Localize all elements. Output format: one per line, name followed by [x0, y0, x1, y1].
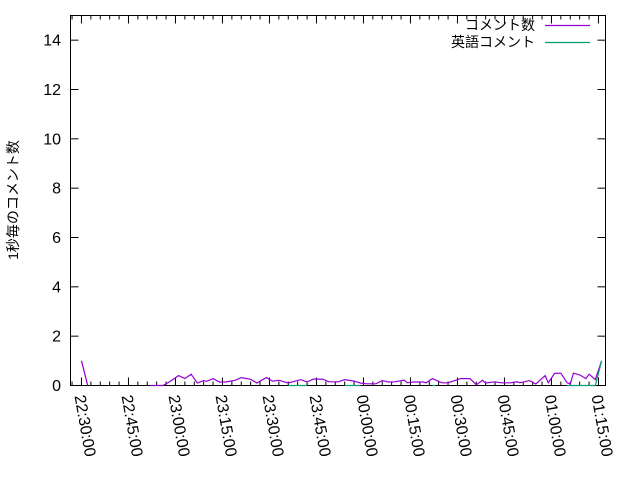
y-axis: 0 2 4 6 8 10 12 14 — [43, 33, 606, 395]
y-tick-label: 2 — [52, 329, 61, 346]
legend-label-1: 英語コメント — [451, 34, 535, 50]
x-tick-label: 23:00:00 — [165, 394, 193, 458]
y-tick-label: 10 — [43, 131, 61, 148]
x-tick-label: 00:15:00 — [400, 394, 428, 458]
x-tick-label: 00:30:00 — [447, 394, 475, 458]
legend: コメント数 英語コメント — [451, 17, 590, 50]
y-tick-label: 14 — [43, 33, 61, 50]
series-line-1 — [567, 360, 603, 387]
series-lines — [80, 360, 603, 387]
x-tick-label: 00:00:00 — [353, 394, 381, 458]
x-tick-label: 01:00:00 — [541, 394, 569, 458]
x-tick-label: 00:45:00 — [494, 394, 522, 458]
y-tick-label: 6 — [52, 230, 61, 247]
series-line-0 — [150, 360, 603, 387]
x-axis: 22:30:00 22:45:00 23:00:00 23:15:00 23:30:00… — [71, 15, 616, 458]
x-tick-label: 01:15:00 — [588, 394, 616, 458]
plot-border — [70, 15, 606, 386]
series-line-0 — [80, 360, 89, 386]
legend-label-0: コメント数 — [465, 17, 535, 33]
x-tick-label: 22:30:00 — [71, 394, 99, 458]
x-tick-label: 23:30:00 — [259, 394, 287, 458]
x-tick-label: 22:45:00 — [118, 394, 146, 458]
y-tick-label: 4 — [52, 279, 61, 296]
y-tick-label: 8 — [52, 181, 61, 198]
x-tick-label: 23:45:00 — [306, 394, 334, 458]
y-axis-label: 1秒毎のコメント数 — [5, 140, 21, 260]
y-tick-label: 0 — [52, 378, 61, 395]
y-tick-label: 12 — [43, 82, 61, 99]
x-tick-label: 23:15:00 — [212, 394, 240, 458]
